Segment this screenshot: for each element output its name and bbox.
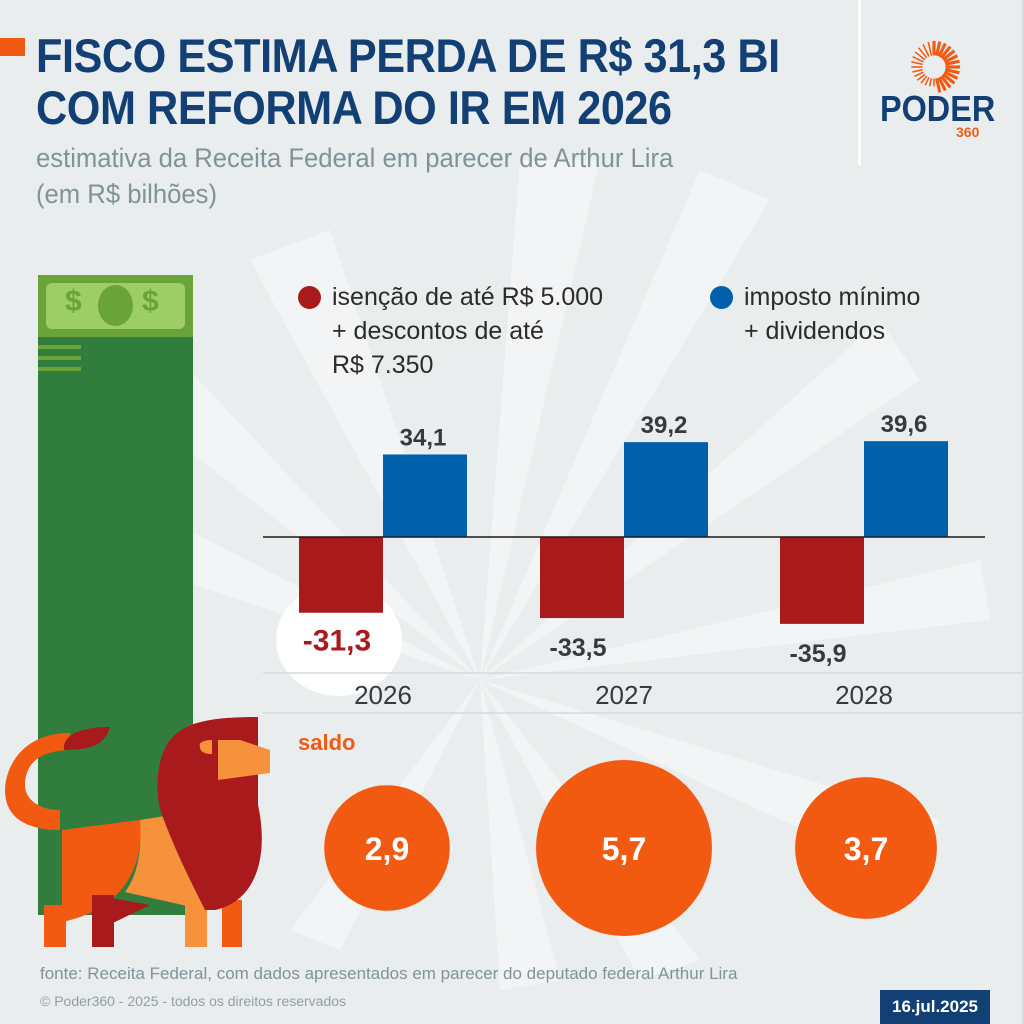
legend-dot-blue [710,286,733,309]
logo-ray [912,68,923,73]
logo-ray [943,54,959,64]
dollar-sign-right: $ [142,285,159,318]
legend-label: imposto mínimo + dividendos [744,283,921,345]
lion-eye [199,740,212,754]
logo-wordmark: PODER [880,88,996,129]
logo-ray [944,59,960,66]
logo-ray [914,51,926,61]
bill-portrait [98,285,133,326]
subtitle: estimativa da Receita Federal em parecer… [36,140,673,212]
logo-ray [911,61,923,66]
copyright-note: © Poder360 - 2025 - todos os direitos re… [40,993,347,1009]
legend-item-minimum-tax: imposto mínimo + dividendos [710,280,1000,360]
logo-ray [940,75,952,89]
logo-ray [937,42,947,58]
logo-ray [914,71,924,78]
page-title: FISCO ESTIMA PERDA DE R$ 31,3 BI COM REF… [36,30,781,134]
title-line-1: FISCO ESTIMA PERDA DE R$ 31,3 BI [36,29,780,82]
lion-tail [5,733,72,830]
date-badge: 16.jul.2025 [880,990,990,1024]
logo-ray [927,41,933,56]
lion-illustration [5,717,270,947]
title-marker [0,38,25,56]
bill-line [38,367,81,371]
subtitle-line-1: estimativa da Receita Federal em parecer… [36,143,674,173]
lion-leg-back [44,905,66,947]
logo-ray [935,41,942,57]
subtitle-line-2: (em R$ bilhões) [36,179,218,209]
logo-ray [943,70,959,80]
header-divider [858,0,861,165]
logo-ray [912,56,924,63]
sunburst-logo-icon [911,40,961,93]
logo-ray [916,73,926,81]
lion-leg-front [185,900,207,947]
legend-label: isenção de até R$ 5.000 + descontos de a… [332,283,604,379]
logo-ray [942,49,956,61]
lion-leg-front-2 [222,900,242,947]
logo-ray [937,76,947,92]
dollar-sign-left: $ [65,285,82,318]
logo-ray [928,78,933,87]
legend-dot-red [298,286,321,309]
logo-ray [920,75,928,84]
logo-ray [918,47,928,59]
logo-ray [942,73,956,85]
logo-ray [944,68,960,75]
logo-number: 360 [956,124,980,140]
lion-face [218,740,270,780]
bill-line [38,356,81,360]
source-note: fonte: Receita Federal, com dados aprese… [40,964,738,983]
right-edge-border [1022,0,1024,1024]
title-line-2: COM REFORMA DO IR EM 2026 [36,81,672,134]
logo-ray [922,44,930,57]
lion-tail-tip [63,727,110,750]
lion-hindquarter [62,820,141,922]
legend-item-exemption: isenção de até R$ 5.000 + descontos de a… [298,280,678,390]
balance-label: saldo [298,730,356,755]
logo-ray [940,45,952,59]
logo-ray [924,77,930,86]
bill-line [38,345,81,349]
lion-belly [95,895,150,922]
logo-ray [935,77,942,93]
